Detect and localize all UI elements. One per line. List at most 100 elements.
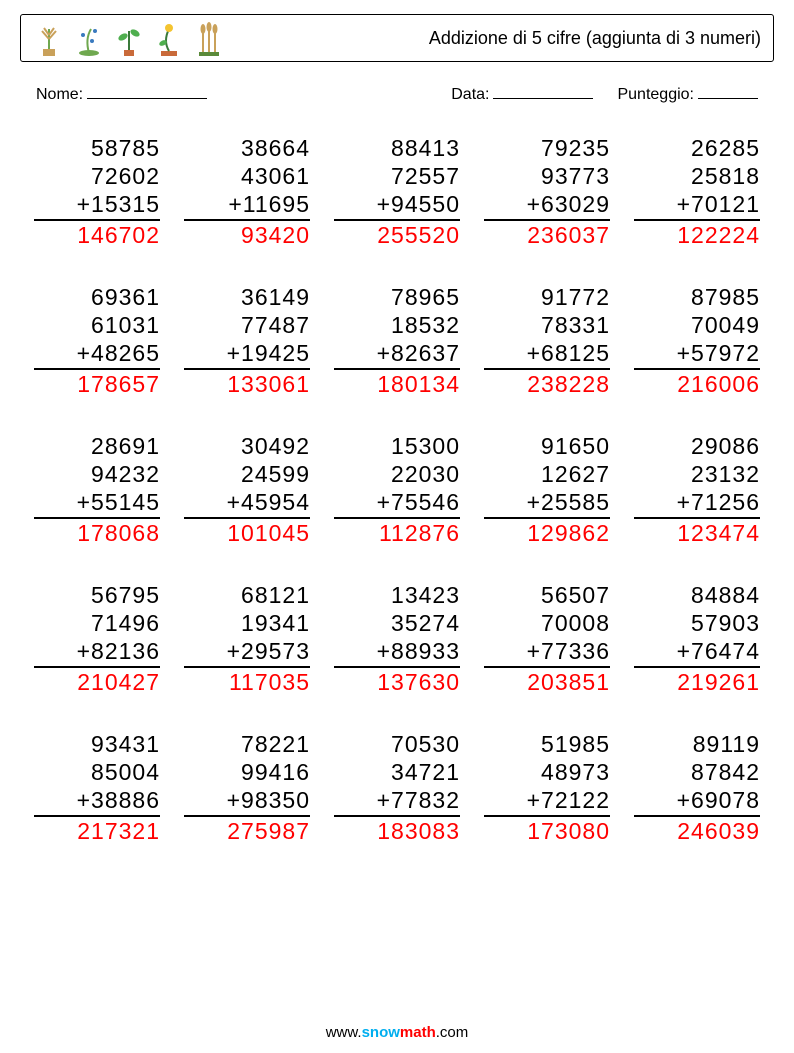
plant-icon: [33, 21, 65, 57]
addend-3: +94550: [334, 190, 460, 221]
addend-3: +75546: [334, 488, 460, 519]
problem: 7822199416+98350275987: [184, 730, 310, 845]
footer-prefix: www.: [326, 1024, 362, 1041]
addend-2: 12627: [484, 460, 610, 488]
addend-3: +15315: [34, 190, 160, 221]
addend-2: 61031: [34, 311, 160, 339]
answer: 129862: [484, 519, 610, 547]
addend-2: 25818: [634, 162, 760, 190]
problem: 2869194232+55145178068: [34, 432, 160, 547]
date-label: Data:: [451, 86, 489, 104]
addend-2: 48973: [484, 758, 610, 786]
problem: 3049224599+45954101045: [184, 432, 310, 547]
addend-1: 26285: [634, 134, 760, 162]
footer-math: math: [400, 1024, 436, 1041]
problem: 3614977487+19425133061: [184, 283, 310, 398]
answer: 123474: [634, 519, 760, 547]
addend-2: 43061: [184, 162, 310, 190]
problem: 6936161031+48265178657: [34, 283, 160, 398]
addend-2: 93773: [484, 162, 610, 190]
addend-2: 24599: [184, 460, 310, 488]
addend-1: 38664: [184, 134, 310, 162]
problem: 3866443061+1169593420: [184, 134, 310, 249]
addend-1: 93431: [34, 730, 160, 758]
name-label: Nome:: [36, 86, 83, 104]
answer: 238228: [484, 370, 610, 398]
addend-2: 35274: [334, 609, 460, 637]
addend-3: +70121: [634, 190, 760, 221]
answer: 219261: [634, 668, 760, 696]
name-field: Nome:: [36, 82, 207, 104]
addend-1: 68121: [184, 581, 310, 609]
addend-3: +88933: [334, 637, 460, 668]
addend-3: +55145: [34, 488, 160, 519]
addend-2: 70049: [634, 311, 760, 339]
addend-3: +45954: [184, 488, 310, 519]
addend-1: 30492: [184, 432, 310, 460]
header-box: Addizione di 5 cifre (aggiunta di 3 nume…: [20, 14, 774, 62]
problem: 7896518532+82637180134: [334, 283, 460, 398]
answer: 137630: [334, 668, 460, 696]
date-blank[interactable]: [493, 82, 593, 99]
name-blank[interactable]: [87, 82, 207, 99]
addend-2: 85004: [34, 758, 160, 786]
problem: 5650770008+77336203851: [484, 581, 610, 696]
addend-3: +82136: [34, 637, 160, 668]
answer: 101045: [184, 519, 310, 547]
answer: 178657: [34, 370, 160, 398]
problem: 8841372557+94550255520: [334, 134, 460, 249]
addend-1: 36149: [184, 283, 310, 311]
plant-icon: [73, 21, 105, 57]
problem: 9343185004+38886217321: [34, 730, 160, 845]
answer: 255520: [334, 221, 460, 249]
plant-icon: [193, 21, 225, 57]
addend-1: 28691: [34, 432, 160, 460]
problem: 5878572602+15315146702: [34, 134, 160, 249]
addend-2: 57903: [634, 609, 760, 637]
problem: 2908623132+71256123474: [634, 432, 760, 547]
addend-2: 19341: [184, 609, 310, 637]
addend-3: +63029: [484, 190, 610, 221]
addend-2: 77487: [184, 311, 310, 339]
plant-icon: [113, 21, 145, 57]
addend-3: +98350: [184, 786, 310, 817]
date-field: Data:: [451, 82, 593, 104]
plant-icon: [153, 21, 185, 57]
answer: 146702: [34, 221, 160, 249]
addend-1: 15300: [334, 432, 460, 460]
addend-2: 70008: [484, 609, 610, 637]
addend-3: +82637: [334, 339, 460, 370]
addend-1: 91772: [484, 283, 610, 311]
addend-2: 78331: [484, 311, 610, 339]
problem: 8488457903+76474219261: [634, 581, 760, 696]
answer: 112876: [334, 519, 460, 547]
addend-3: +25585: [484, 488, 610, 519]
addend-1: 29086: [634, 432, 760, 460]
problem: 8798570049+57972216006: [634, 283, 760, 398]
footer-snow: snow: [362, 1024, 400, 1041]
addend-3: +77336: [484, 637, 610, 668]
problem: 1342335274+88933137630: [334, 581, 460, 696]
worksheet-page: Addizione di 5 cifre (aggiunta di 3 nume…: [0, 0, 794, 1053]
addend-2: 72602: [34, 162, 160, 190]
addend-3: +57972: [634, 339, 760, 370]
addend-3: +71256: [634, 488, 760, 519]
problem: 7923593773+63029236037: [484, 134, 610, 249]
problem: 5679571496+82136210427: [34, 581, 160, 696]
addend-1: 89119: [634, 730, 760, 758]
addend-2: 23132: [634, 460, 760, 488]
worksheet-title: Addizione di 5 cifre (aggiunta di 3 nume…: [429, 28, 761, 49]
addend-1: 78965: [334, 283, 460, 311]
answer: 216006: [634, 370, 760, 398]
score-blank[interactable]: [698, 82, 758, 99]
problem: 7053034721+77832183083: [334, 730, 460, 845]
answer: 217321: [34, 817, 160, 845]
problem: 2628525818+70121122224: [634, 134, 760, 249]
answer: 275987: [184, 817, 310, 845]
problem: 5198548973+72122173080: [484, 730, 610, 845]
addend-2: 87842: [634, 758, 760, 786]
answer: 246039: [634, 817, 760, 845]
addend-3: +38886: [34, 786, 160, 817]
addend-3: +29573: [184, 637, 310, 668]
addend-3: +48265: [34, 339, 160, 370]
